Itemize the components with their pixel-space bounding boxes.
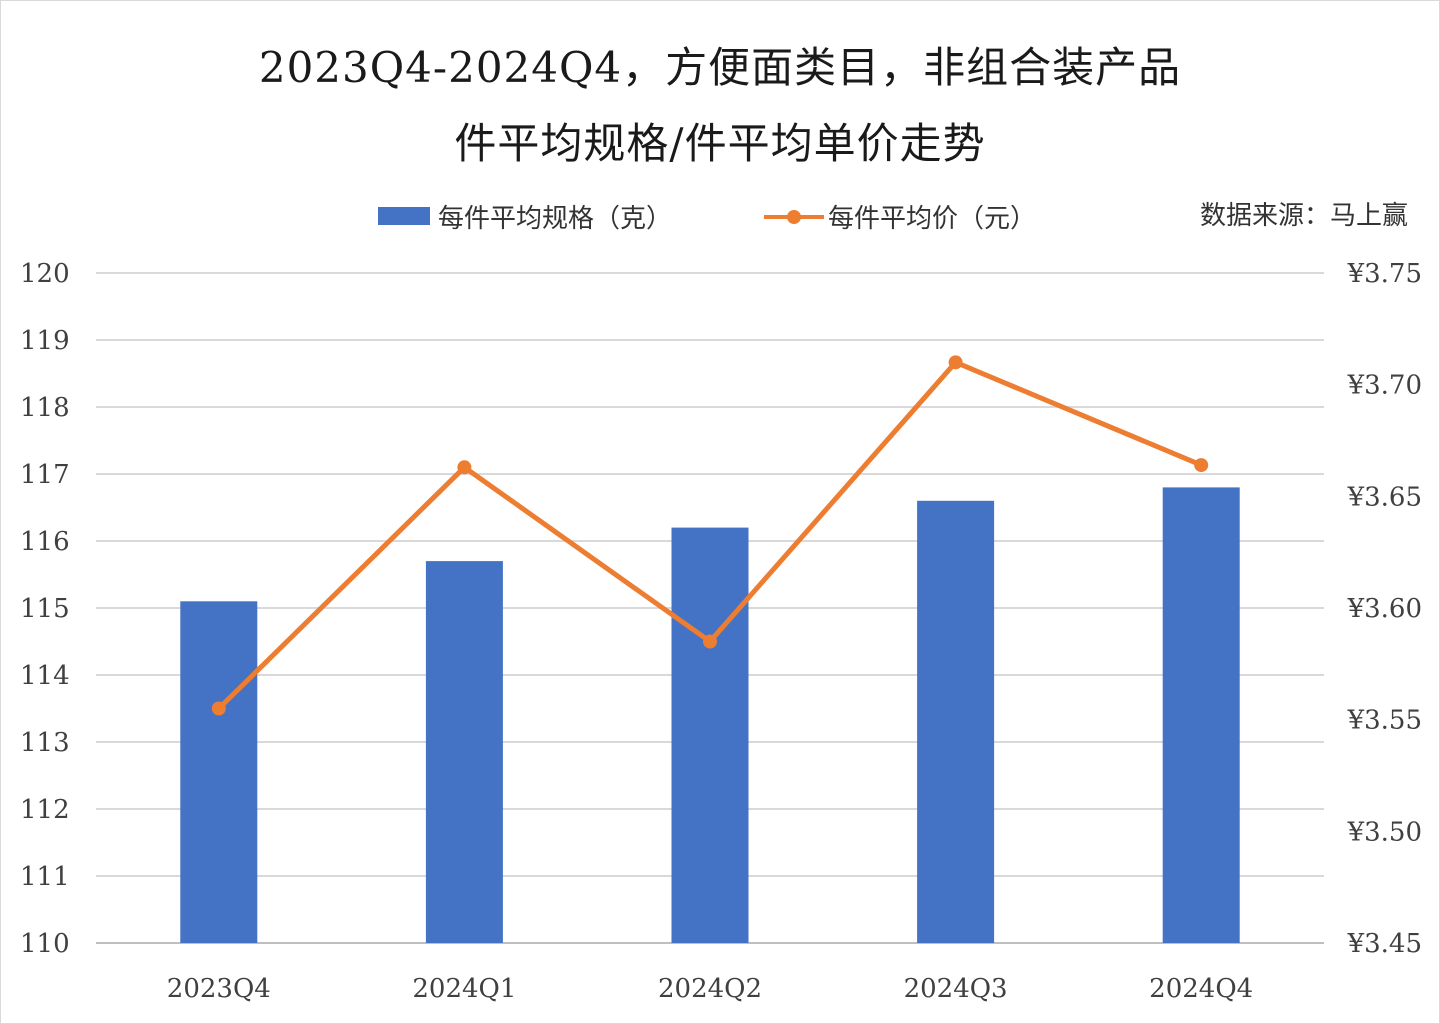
y-right-tick-label: ¥3.65 (1347, 482, 1422, 512)
y-right-tick-label: ¥3.45 (1347, 929, 1422, 959)
bar (671, 527, 749, 943)
x-tick-label: 2024Q2 (658, 974, 762, 1004)
price-point (211, 701, 226, 716)
y-left-tick-label: 114 (20, 661, 70, 691)
y-right-tick-label: ¥3.55 (1347, 706, 1422, 736)
source-note: 数据来源：马上赢 (1199, 201, 1408, 231)
x-tick-label: 2024Q4 (1149, 974, 1253, 1004)
bar (917, 500, 995, 943)
bar (1162, 487, 1240, 943)
bar (425, 561, 503, 943)
x-tick-label: 2024Q3 (904, 974, 1008, 1004)
y-left-tick-label: 113 (20, 728, 70, 758)
legend-item-line: 每件平均价（元） (764, 196, 1036, 236)
price-point (948, 355, 963, 370)
bar (180, 601, 258, 943)
y-left-tick-label: 110 (20, 929, 70, 959)
y-left-tick-label: 111 (20, 862, 70, 892)
price-point (457, 460, 472, 475)
x-tick-label: 2024Q1 (412, 974, 516, 1004)
legend-line-label: 每件平均价（元） (828, 203, 1037, 234)
legend-line-swatch (764, 207, 824, 225)
legend-bar-swatch (378, 207, 430, 225)
y-right-tick-label: ¥3.60 (1347, 594, 1422, 624)
y-right-tick-label: ¥3.75 (1347, 259, 1422, 289)
legend-bar-label: 每件平均规格（克） (438, 203, 673, 234)
y-left-tick-label: 116 (20, 527, 70, 557)
chart-title: 2023Q4-2024Q4，方便面类目，非组合装产品 (258, 43, 1182, 92)
price-point (703, 634, 717, 649)
x-tick-label: 2023Q4 (167, 974, 271, 1004)
y-right-tick-label: ¥3.70 (1347, 371, 1422, 401)
price-point (1194, 458, 1209, 473)
legend-item-bar: 每件平均规格（克） (378, 196, 672, 236)
y-left-tick-label: 118 (20, 393, 70, 423)
y-left-tick-label: 120 (20, 259, 70, 289)
y-left-tick-label: 115 (20, 594, 70, 624)
y-left-tick-label: 119 (20, 326, 70, 356)
y-right-tick-label: ¥3.50 (1347, 817, 1422, 847)
y-left-tick-label: 117 (20, 460, 70, 490)
chart-subtitle: 件平均规格/件平均单价走势 (454, 119, 986, 168)
y-left-tick-label: 112 (20, 795, 70, 825)
